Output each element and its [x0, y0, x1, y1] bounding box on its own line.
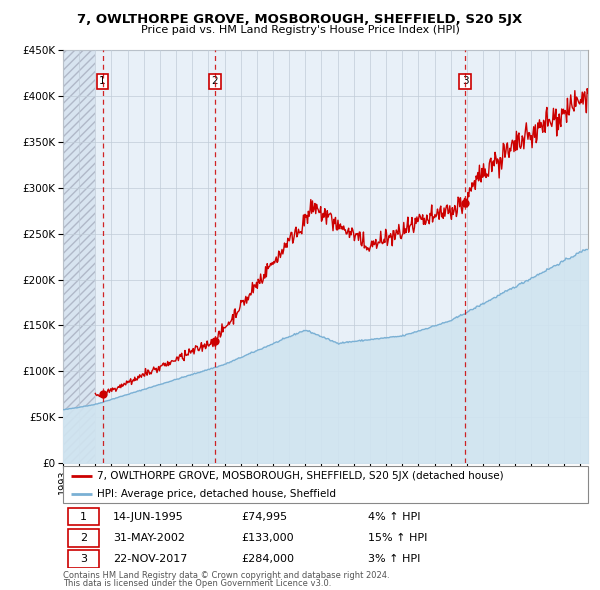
- Text: 15% ↑ HPI: 15% ↑ HPI: [367, 533, 427, 543]
- Text: 3% ↑ HPI: 3% ↑ HPI: [367, 554, 420, 564]
- Text: £74,995: £74,995: [241, 512, 287, 522]
- Text: 31-MAY-2002: 31-MAY-2002: [113, 533, 185, 543]
- Text: 7, OWLTHORPE GROVE, MOSBOROUGH, SHEFFIELD, S20 5JX: 7, OWLTHORPE GROVE, MOSBOROUGH, SHEFFIEL…: [77, 13, 523, 26]
- Text: Contains HM Land Registry data © Crown copyright and database right 2024.: Contains HM Land Registry data © Crown c…: [63, 571, 389, 579]
- Text: 3: 3: [80, 554, 87, 564]
- Text: 1: 1: [80, 512, 87, 522]
- Text: 22-NOV-2017: 22-NOV-2017: [113, 554, 187, 564]
- Text: 3: 3: [462, 76, 469, 86]
- Text: 2: 2: [80, 533, 87, 543]
- Text: 1: 1: [99, 76, 106, 86]
- Bar: [63, 50, 95, 463]
- Text: HPI: Average price, detached house, Sheffield: HPI: Average price, detached house, Shef…: [97, 489, 336, 499]
- Text: This data is licensed under the Open Government Licence v3.0.: This data is licensed under the Open Gov…: [63, 579, 331, 588]
- Text: 2: 2: [212, 76, 218, 86]
- Text: Price paid vs. HM Land Registry's House Price Index (HPI): Price paid vs. HM Land Registry's House …: [140, 25, 460, 35]
- Text: £133,000: £133,000: [241, 533, 294, 543]
- FancyBboxPatch shape: [68, 529, 98, 546]
- FancyBboxPatch shape: [68, 508, 98, 526]
- FancyBboxPatch shape: [63, 466, 588, 503]
- Text: 7, OWLTHORPE GROVE, MOSBOROUGH, SHEFFIELD, S20 5JX (detached house): 7, OWLTHORPE GROVE, MOSBOROUGH, SHEFFIEL…: [97, 471, 504, 481]
- FancyBboxPatch shape: [68, 550, 98, 568]
- Text: £284,000: £284,000: [241, 554, 295, 564]
- Text: 14-JUN-1995: 14-JUN-1995: [113, 512, 184, 522]
- Text: 4% ↑ HPI: 4% ↑ HPI: [367, 512, 420, 522]
